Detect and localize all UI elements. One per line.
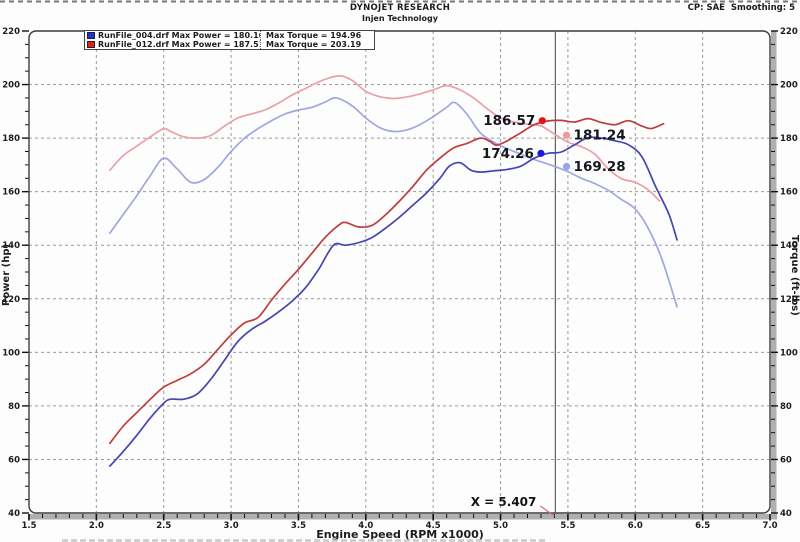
curve-runfile_012-drf-power	[108, 117, 665, 445]
y-left-tick-label: 160	[2, 188, 20, 198]
x-tick-label: 4.5	[426, 521, 441, 531]
cursor-marker-dot	[562, 162, 571, 171]
legend-row-run012[interactable]: RunFile_012.drf Max Power = 187.51 Max T…	[87, 40, 372, 49]
y-right-tick-label: 140	[780, 241, 798, 251]
cursor-marker-value: 186.57	[483, 113, 535, 129]
y-left-tick-label: 200	[2, 81, 20, 91]
x-tick-label: 6.5	[695, 521, 710, 531]
cursor-marker-dot	[562, 131, 571, 139]
run004-file-label: RunFile_004.drf	[98, 31, 169, 40]
torque-axis-title: Torque (ft-lbs)	[789, 234, 800, 316]
run004-max-power: Max Power = 180.16	[171, 31, 260, 40]
x-tick-label: 5.0	[493, 521, 508, 531]
cursor-marker-value: 174.26	[482, 146, 534, 162]
run012-file-label: RunFile_012.drf	[98, 40, 169, 49]
plot-frame	[28, 30, 771, 514]
y-left-tick-label: 140	[2, 241, 20, 251]
rpm-axis-title: Engine Speed (RPM x1000)	[316, 528, 484, 541]
y-right-tick-label: 180	[780, 134, 798, 144]
correction-smoothing-readout: CP: SAE Smoothing: 5	[687, 3, 795, 13]
run004-max-torque: Max Torque = 194.96	[260, 31, 372, 40]
x-tick-label: 3.0	[224, 521, 239, 531]
cursor-readout: X = 5.407	[471, 495, 537, 509]
x-tick-label: 5.5	[560, 521, 575, 531]
curve-runfile_004-drf-power	[108, 136, 678, 467]
y-right-tick-label: 220	[780, 27, 798, 37]
y-left-tick-label: 40	[8, 509, 20, 519]
y-left-tick-label: 180	[2, 134, 20, 144]
run012-max-power: Max Power = 187.51	[171, 40, 260, 49]
y-left-tick-label: 60	[8, 455, 20, 465]
x-tick-label: 1.5	[21, 521, 36, 531]
cursor-marker-dot	[538, 117, 546, 125]
report-title: DYNOJET RESEARCH	[349, 3, 451, 13]
y-right-tick-label: 100	[780, 348, 798, 358]
report-subtitle: Injen Technology	[362, 14, 438, 23]
y-right-tick-label: 160	[780, 188, 798, 198]
run004-color-swatch	[87, 32, 95, 39]
y-left-tick-label: 120	[2, 295, 20, 305]
x-tick-label: 3.5	[291, 521, 306, 531]
y-right-tick-label: 120	[780, 295, 798, 305]
x-tick-label: 2.0	[89, 521, 104, 531]
right-axis-bar	[771, 31, 777, 519]
cursor-marker-value: 169.28	[574, 159, 626, 175]
run012-color-swatch	[87, 41, 95, 48]
cursor-pointer-line	[540, 505, 555, 517]
cursor-marker-dot	[537, 149, 545, 157]
x-tick-label: 6.0	[628, 521, 643, 531]
y-right-tick-label: 80	[780, 402, 792, 412]
run012-max-torque: Max Torque = 203.19	[260, 40, 372, 49]
y-right-tick-label: 200	[780, 81, 798, 91]
y-right-tick-label: 60	[780, 455, 792, 465]
curve-runfile_004-drf-torque	[108, 96, 678, 308]
y-right-tick-label: 40	[780, 509, 792, 519]
curve-runfile_012-drf-torque	[108, 74, 661, 202]
legend-row-run004[interactable]: RunFile_004.drf Max Power = 180.16 Max T…	[87, 31, 372, 40]
x-tick-label: 4.0	[358, 521, 373, 531]
x-tick-label: 2.5	[156, 521, 171, 531]
y-left-tick-label: 220	[2, 27, 20, 37]
x-axis-bar	[28, 514, 777, 520]
y-left-tick-label: 100	[2, 348, 20, 358]
run-legend: RunFile_004.drf Max Power = 180.16 Max T…	[84, 30, 375, 50]
y-left-tick-label: 80	[8, 402, 20, 412]
cursor-marker-value: 181.24	[574, 128, 626, 144]
x-tick-label: 7.0	[762, 521, 777, 531]
